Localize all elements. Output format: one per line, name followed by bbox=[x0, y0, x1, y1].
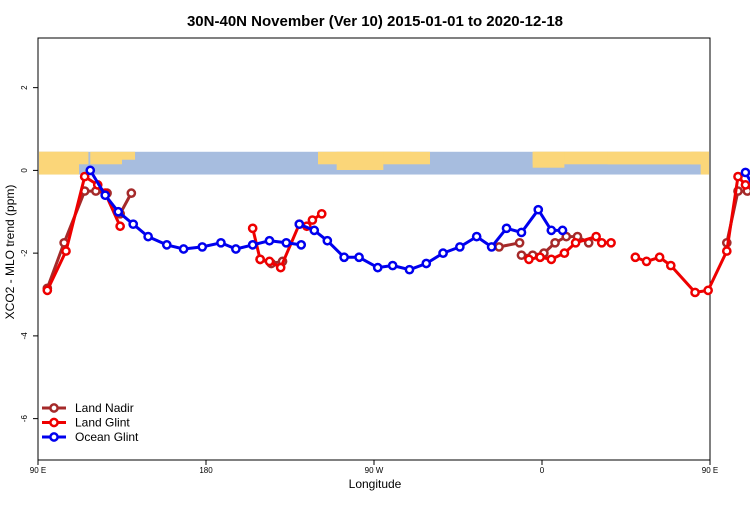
data-point-land-glint bbox=[691, 289, 698, 296]
data-point-ocean-glint bbox=[87, 167, 94, 174]
data-point-land-glint bbox=[257, 256, 264, 263]
map-land-area bbox=[90, 152, 122, 165]
data-point-ocean-glint bbox=[115, 208, 122, 215]
data-point-ocean-glint bbox=[535, 206, 542, 213]
y-tick-label: 0 bbox=[20, 168, 29, 173]
data-point-land-glint bbox=[632, 254, 639, 261]
data-point-ocean-glint bbox=[163, 241, 170, 248]
series-line-land-glint bbox=[635, 177, 750, 293]
series-layer bbox=[44, 167, 750, 296]
data-point-land-glint bbox=[643, 258, 650, 265]
map-land-area bbox=[39, 152, 79, 175]
data-point-ocean-glint bbox=[283, 239, 290, 246]
data-point-land-glint bbox=[607, 239, 614, 246]
map-land-area bbox=[564, 152, 607, 161]
data-point-ocean-glint bbox=[406, 266, 413, 273]
legend-label-ocean-glint: Ocean Glint bbox=[75, 430, 139, 444]
data-point-land-glint bbox=[561, 250, 568, 257]
x-tick-label: 0 bbox=[540, 466, 545, 475]
data-point-land-glint bbox=[249, 225, 256, 232]
y-tick-label: 2 bbox=[20, 85, 29, 90]
data-point-ocean-glint bbox=[355, 254, 362, 261]
data-point-land-glint bbox=[62, 247, 69, 254]
data-point-land-glint bbox=[266, 258, 273, 265]
data-point-ocean-glint bbox=[180, 245, 187, 252]
y-tick-label: -4 bbox=[20, 332, 29, 340]
data-point-ocean-glint bbox=[742, 169, 749, 176]
data-point-land-glint bbox=[117, 223, 124, 230]
x-tick-label: 180 bbox=[199, 466, 213, 475]
data-point-ocean-glint bbox=[518, 229, 525, 236]
y-tick-label: -2 bbox=[20, 249, 29, 257]
data-point-land-glint bbox=[548, 256, 555, 263]
data-point-ocean-glint bbox=[296, 221, 303, 228]
data-point-ocean-glint bbox=[423, 260, 430, 267]
data-point-ocean-glint bbox=[559, 227, 566, 234]
data-point-ocean-glint bbox=[298, 241, 305, 248]
map-land-area bbox=[607, 152, 700, 165]
data-point-ocean-glint bbox=[102, 192, 109, 199]
series-ocean-glint bbox=[87, 167, 750, 273]
plot-frame bbox=[38, 38, 710, 460]
data-point-ocean-glint bbox=[374, 264, 381, 271]
data-point-ocean-glint bbox=[439, 250, 446, 257]
map-land-area bbox=[701, 152, 709, 175]
data-point-land-glint bbox=[525, 256, 532, 263]
data-point-ocean-glint bbox=[311, 227, 318, 234]
legend-marker-ocean-glint bbox=[50, 433, 57, 440]
data-point-ocean-glint bbox=[503, 225, 510, 232]
data-point-land-glint bbox=[318, 210, 325, 217]
legend-marker-land-nadir bbox=[50, 404, 57, 411]
data-point-land-glint bbox=[277, 264, 284, 271]
data-point-land-glint bbox=[309, 216, 316, 223]
map-land-area bbox=[533, 152, 565, 168]
y-tick-label: -6 bbox=[20, 415, 29, 423]
data-point-ocean-glint bbox=[389, 262, 396, 269]
data-point-land-nadir bbox=[128, 190, 135, 197]
data-point-ocean-glint bbox=[488, 243, 495, 250]
y-axis-label: XCO2 - MLO trend (ppm) bbox=[3, 185, 17, 320]
data-point-land-glint bbox=[667, 262, 674, 269]
data-point-ocean-glint bbox=[341, 254, 348, 261]
data-point-land-glint bbox=[572, 239, 579, 246]
legend-label-land-nadir: Land Nadir bbox=[75, 401, 134, 415]
data-point-land-nadir bbox=[518, 252, 525, 259]
data-point-ocean-glint bbox=[130, 221, 137, 228]
data-point-land-glint bbox=[44, 287, 51, 294]
map-land-area bbox=[383, 152, 411, 162]
data-point-land-glint bbox=[742, 181, 749, 188]
data-point-ocean-glint bbox=[217, 239, 224, 246]
data-point-ocean-glint bbox=[324, 237, 331, 244]
data-point-ocean-glint bbox=[232, 245, 239, 252]
x-tick-label: 90 W bbox=[365, 466, 384, 475]
data-point-land-glint bbox=[705, 287, 712, 294]
data-point-land-glint bbox=[723, 247, 730, 254]
legend-label-land-glint: Land Glint bbox=[75, 416, 130, 430]
data-point-land-glint bbox=[598, 239, 605, 246]
data-point-land-glint bbox=[734, 173, 741, 180]
data-point-land-glint bbox=[537, 254, 544, 261]
data-point-ocean-glint bbox=[199, 243, 206, 250]
x-tick-label: 90 E bbox=[30, 466, 46, 475]
background-map bbox=[39, 152, 709, 175]
data-point-land-nadir bbox=[551, 239, 558, 246]
data-point-land-nadir bbox=[516, 239, 523, 246]
map-land-area bbox=[122, 152, 135, 160]
data-point-ocean-glint bbox=[548, 227, 555, 234]
data-point-ocean-glint bbox=[145, 233, 152, 240]
data-point-ocean-glint bbox=[266, 237, 273, 244]
x-axis-label: Longitude bbox=[349, 477, 402, 491]
data-point-ocean-glint bbox=[473, 233, 480, 240]
map-land-area bbox=[337, 152, 384, 170]
data-point-ocean-glint bbox=[249, 241, 256, 248]
x-tick-label: 90 E bbox=[702, 466, 718, 475]
data-point-ocean-glint bbox=[456, 243, 463, 250]
legend-marker-land-glint bbox=[50, 419, 57, 426]
chart-title: 30N-40N November (Ver 10) 2015-01-01 to … bbox=[187, 13, 563, 30]
data-point-land-nadir bbox=[495, 243, 502, 250]
data-point-land-glint bbox=[656, 254, 663, 261]
